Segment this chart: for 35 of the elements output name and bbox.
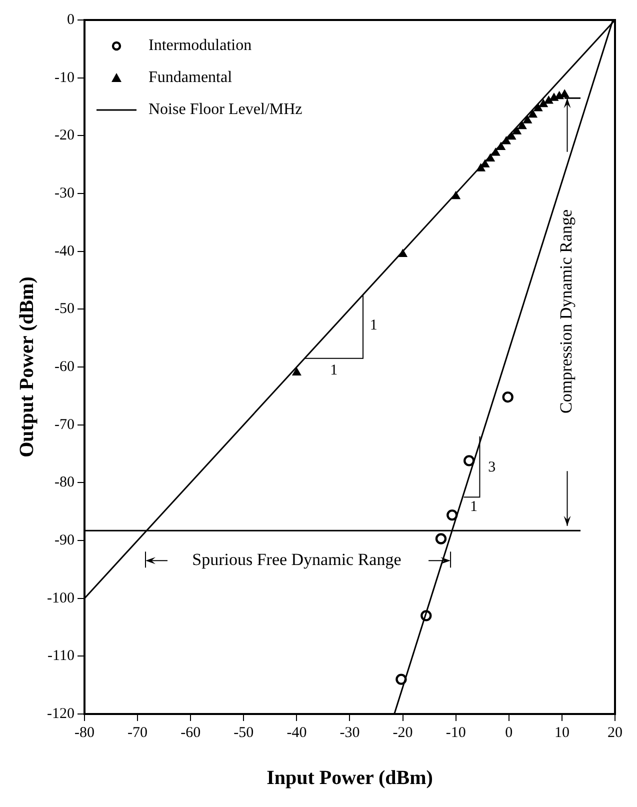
y-axis-title: Output Power (dBm) bbox=[16, 276, 38, 458]
y-tick-label: -120 bbox=[46, 706, 74, 722]
x-tick-label: -60 bbox=[180, 724, 201, 741]
x-tick-label: 0 bbox=[505, 724, 513, 741]
y-tick-label: -110 bbox=[48, 648, 74, 664]
y-tick-label: 0 bbox=[66, 12, 74, 28]
y-tick-label: -80 bbox=[54, 474, 74, 491]
x-tick-label: -40 bbox=[286, 724, 307, 741]
y-tick-label: -90 bbox=[54, 532, 74, 548]
annotation: 1 bbox=[370, 317, 378, 334]
y-tick-label: -100 bbox=[46, 590, 74, 606]
legend-label: Intermodulation bbox=[148, 37, 252, 54]
x-tick-label: 20 bbox=[608, 724, 622, 741]
x-tick-label: -20 bbox=[392, 724, 413, 741]
x-tick-label: 10 bbox=[554, 724, 570, 741]
annotation: 3 bbox=[488, 460, 496, 476]
x-tick-label: -80 bbox=[74, 724, 94, 741]
legend-label: Noise Floor Level/MHz bbox=[148, 101, 302, 118]
annotation: 1 bbox=[470, 499, 478, 516]
annotation: 1 bbox=[330, 362, 338, 378]
annotation: Spurious Free Dynamic Range bbox=[192, 550, 402, 570]
annotation: Compression Dynamic Range bbox=[556, 209, 576, 414]
y-tick-label: -10 bbox=[54, 70, 74, 86]
y-tick-label: -60 bbox=[54, 358, 74, 375]
y-tick-label: -20 bbox=[54, 128, 74, 144]
y-tick-label: -70 bbox=[54, 416, 74, 433]
y-tick-label: -30 bbox=[54, 185, 74, 202]
x-axis-title: Input Power (dBm) bbox=[266, 767, 433, 790]
x-tick-label: -50 bbox=[234, 724, 254, 741]
x-tick-label: -10 bbox=[446, 724, 466, 741]
legend-label: Fundamental bbox=[148, 69, 233, 86]
y-tick-label: -50 bbox=[54, 301, 74, 318]
x-tick-label: -70 bbox=[128, 724, 148, 741]
x-tick-label: -30 bbox=[340, 724, 360, 741]
y-tick-label: -40 bbox=[54, 243, 74, 260]
